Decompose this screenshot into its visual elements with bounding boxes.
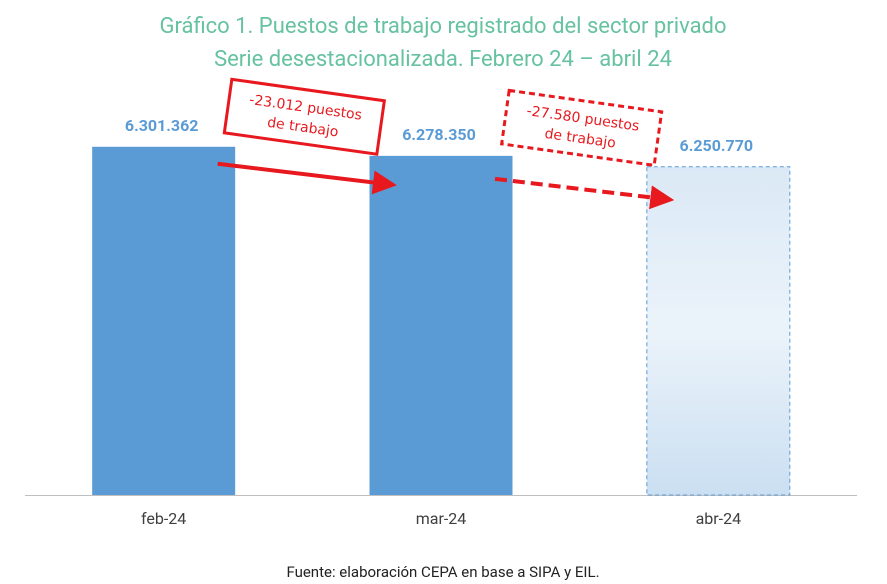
annotation-box <box>499 88 664 168</box>
x-tick-label: abr-24 <box>696 509 742 528</box>
bar <box>646 166 791 496</box>
x-tick-label: feb-24 <box>141 509 186 528</box>
chart-subtitle: Serie desestacionalizada. Febrero 24 – a… <box>214 47 672 72</box>
value-label: 6.278.350 <box>402 125 476 144</box>
annotation-arrow <box>217 161 397 195</box>
chart-title: Gráfico 1. Puestos de trabajo registrado… <box>160 14 727 39</box>
annotation-box <box>222 77 387 156</box>
value-label: 6.301.362 <box>125 116 199 135</box>
bar <box>369 155 513 495</box>
bar <box>92 146 236 495</box>
annotation-arrow <box>494 176 675 210</box>
x-tick-label: mar-24 <box>416 509 467 528</box>
value-label: 6.250.770 <box>680 136 754 155</box>
source: Fuente: elaboración CEPA en base a SIPA … <box>286 563 599 581</box>
